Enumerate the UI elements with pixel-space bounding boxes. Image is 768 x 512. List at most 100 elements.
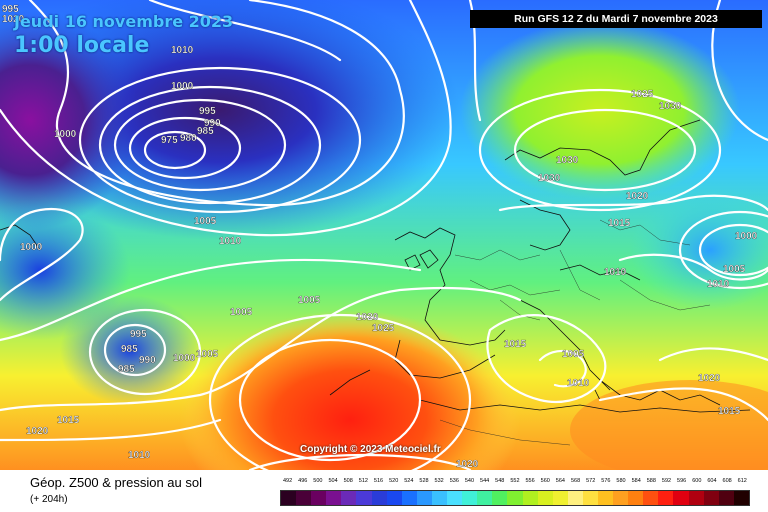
legend-swatch (643, 491, 659, 505)
legend-value: 568 (570, 478, 581, 484)
legend-swatch (597, 491, 614, 505)
legend-value: 540 (464, 478, 475, 484)
legend-value: 600 (692, 478, 702, 484)
legend-value: 564 (555, 478, 565, 484)
legend-swatch (281, 491, 297, 505)
isobar-label: 1000 (173, 353, 196, 364)
legend-color-bar (280, 490, 750, 506)
isobar-label: 1020 (626, 191, 649, 202)
legend-swatch (703, 491, 719, 505)
legend-swatch (718, 491, 734, 505)
isobar-label: 1025 (372, 323, 395, 334)
isobar-label: 985 (197, 126, 214, 137)
legend-swatch (567, 491, 583, 505)
model-run-banner: Run GFS 12 Z du Mardi 7 novembre 2023 (470, 10, 762, 28)
isobar-label: 1030 (659, 101, 682, 112)
isobar-label: 990 (139, 355, 156, 366)
legend-swatch (311, 491, 327, 505)
isobar-label: 1010 (567, 378, 590, 389)
legend-value: 520 (389, 478, 399, 484)
copyright-notice: Copyright © 2023 Meteociel.fr (300, 444, 441, 455)
legend-value: 524 (404, 478, 414, 484)
isobar-label: 1010 (707, 279, 730, 290)
legend-swatch (386, 491, 402, 505)
isobar-label: 1005 (230, 307, 253, 318)
legend-swatch (356, 491, 372, 505)
isobar-label: 1000 (171, 81, 194, 92)
legend-swatch (296, 491, 312, 505)
legend-swatch (341, 491, 357, 505)
legend-swatch (507, 491, 523, 505)
legend-swatch (733, 491, 749, 505)
legend-value: 596 (677, 478, 687, 484)
isobar-label: 1000 (20, 242, 43, 253)
legend-value: 528 (419, 478, 429, 484)
legend-value: 552 (510, 478, 520, 484)
legend-swatch (326, 491, 342, 505)
isobar-label: 1020 (2, 14, 25, 25)
isobar-label: 1010 (219, 236, 242, 247)
legend-value: 492 (282, 478, 293, 484)
legend-value: 496 (298, 478, 308, 484)
legend-value: 508 (343, 478, 353, 484)
isobar-label: 1010 (128, 450, 151, 461)
legend-swatch (613, 491, 629, 505)
isobar-label: 985 (121, 344, 138, 355)
legend-swatch (673, 491, 689, 505)
legend-value: 516 (373, 478, 384, 484)
legend-swatch (688, 491, 704, 505)
legend-value: 576 (601, 478, 611, 484)
isobar-label: 975 (161, 135, 178, 146)
legend-labels: 492 496 500 504 508 512 516 520 524 528 532 536 540 5… (280, 478, 750, 488)
isobar-label: 995 (130, 329, 147, 340)
isobar-label: 1030 (538, 173, 561, 184)
legend-value: 512 (358, 478, 368, 484)
legend-swatch (477, 491, 493, 505)
isobar-label: 1005 (196, 349, 219, 360)
legend-swatch (431, 491, 448, 505)
isobar-label: 1005 (298, 295, 321, 306)
legend-value: 544 (480, 478, 490, 484)
isobar-label: 1020 (356, 312, 379, 323)
isobar-label: 995 (199, 106, 216, 117)
color-legend: 492 496 500 504 508 512 516 520 524 528 532 536 540 5… (280, 478, 750, 506)
legend-swatch (552, 491, 568, 505)
isobar-label: 1005 (723, 264, 746, 275)
isobar-label: 1000 (735, 231, 758, 242)
legend-swatch (371, 491, 387, 505)
isobar-label: 1020 (26, 426, 49, 437)
legend-value: 604 (707, 478, 717, 484)
map-title: Géop. Z500 & pression au sol (30, 475, 202, 490)
isobar-label: 1020 (698, 373, 721, 384)
legend-value: 556 (525, 478, 535, 484)
isobar-label: 1030 (556, 155, 579, 166)
legend-swatch (628, 491, 644, 505)
legend-swatch (401, 491, 417, 505)
isobar-label: 1000 (54, 129, 77, 140)
legend-swatch (492, 491, 508, 505)
isobar-label: 1015 (57, 415, 80, 426)
legend-value: 560 (540, 478, 550, 484)
legend-value: 584 (631, 478, 641, 484)
legend-value: 504 (328, 478, 338, 484)
legend-value: 612 (737, 478, 747, 484)
legend-swatch (416, 491, 432, 505)
isobar-label: 990 (204, 118, 221, 129)
weather-map: 995 1010 1000 995 990 985 975 980 1000 1… (0, 0, 768, 470)
legend-swatch (462, 491, 478, 505)
isobar-label: 1015 (718, 406, 741, 417)
isobar-label: 1010 (171, 45, 194, 56)
legend-swatch (582, 491, 598, 505)
legend-swatch (522, 491, 538, 505)
legend-value: 536 (449, 478, 459, 484)
legend-value: 580 (616, 478, 626, 484)
isobar-label: 1005 (194, 216, 217, 227)
isobar-label: 980 (180, 133, 197, 144)
isobar-label: 1015 (608, 218, 631, 229)
isobar-label: 1025 (631, 89, 654, 100)
legend-value: 532 (434, 478, 444, 484)
isobar-label: 1005 (562, 349, 585, 360)
legend-value: 500 (313, 478, 323, 484)
isobar-label: 1020 (456, 459, 479, 470)
legend-swatch (447, 491, 463, 505)
